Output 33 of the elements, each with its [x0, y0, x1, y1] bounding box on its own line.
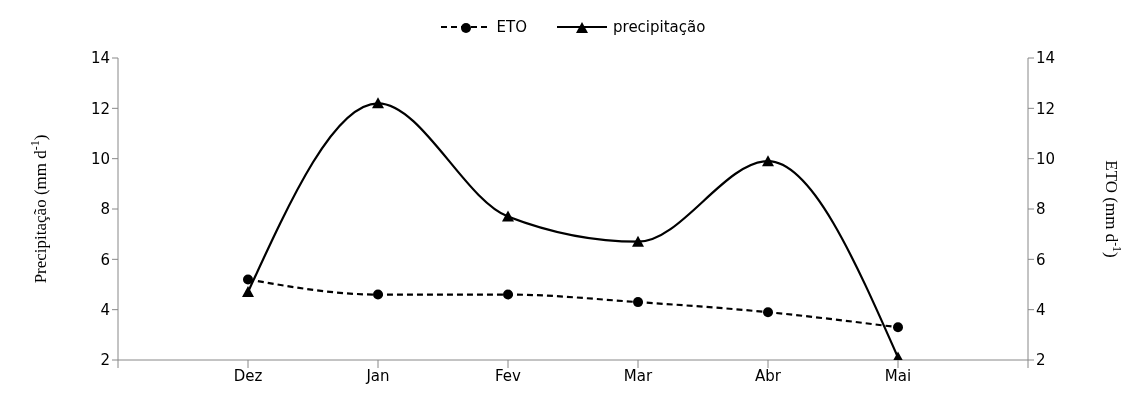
y-tick-label: 6 [100, 250, 110, 269]
point [243, 274, 253, 285]
y2-tick-label: 12 [1036, 99, 1056, 118]
y-tick-label: 4 [100, 300, 110, 319]
point [893, 322, 903, 333]
y-tick-label: 8 [100, 200, 110, 219]
y-tick-label: 14 [90, 49, 110, 68]
y2-tick-label: 6 [1036, 250, 1046, 269]
legend-label: precipitação [613, 18, 706, 36]
x-tick-label: Dez [233, 366, 263, 385]
point [632, 235, 644, 247]
point [372, 97, 384, 109]
point [633, 297, 643, 308]
point [502, 210, 514, 222]
point [762, 155, 774, 167]
point [763, 307, 773, 318]
y2-tick-label: 14 [1036, 49, 1056, 68]
y-tick-label: 2 [100, 351, 110, 370]
y2-tick-label: 10 [1036, 149, 1056, 168]
y2-tick-label: 4 [1036, 300, 1046, 319]
x-tick-label: Fev [495, 366, 522, 385]
y2-tick-label: 2 [1036, 351, 1046, 370]
legend-label: ETO [496, 18, 528, 36]
x-tick-label: Abr [755, 366, 782, 385]
x-tick-label: Jan [365, 366, 390, 385]
point [503, 289, 513, 300]
y-tick-label: 10 [90, 149, 110, 168]
y-tick-label: 12 [90, 99, 110, 118]
point [373, 289, 383, 300]
y2-tick-label: 8 [1036, 200, 1046, 219]
x-tick-label: Mai [884, 366, 912, 385]
x-tick-label: Mar [623, 366, 653, 385]
point [242, 286, 254, 298]
